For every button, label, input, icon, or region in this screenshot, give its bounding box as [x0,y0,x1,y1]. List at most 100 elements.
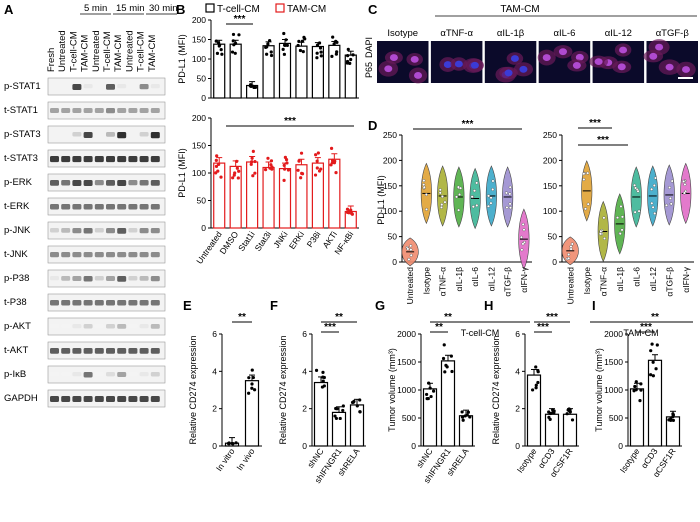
y-axis-label: Relative CD274 expression [278,335,288,444]
data-point [315,166,319,170]
data-point [653,211,657,215]
data-point [298,48,303,53]
blot-band [72,84,82,90]
blot-band [83,300,93,306]
cell-nucleus [443,61,452,68]
data-point [269,53,274,58]
blot-band [106,228,115,234]
blot-band [72,348,82,354]
data-point [251,174,255,178]
data-point [282,31,286,36]
data-point [315,159,319,163]
bar [262,45,275,99]
data-point [669,202,673,206]
blot-band [128,204,138,210]
bar [544,413,560,447]
bar [349,404,365,447]
data-point [333,414,337,418]
data-point [504,191,508,195]
data-point [619,204,623,208]
cell-nucleus [410,55,419,63]
blot-band [61,348,71,354]
data-point [266,156,270,160]
data-point [234,441,238,445]
data-point [358,410,362,414]
cell-nucleus [655,43,664,51]
category-label: Untreated [405,267,415,305]
blot-band [128,228,138,233]
data-point [266,42,270,46]
blot-band [139,108,149,113]
data-point [463,414,467,418]
data-point [334,416,339,421]
blot-band [83,228,93,234]
y-axis-label: Tumor volume (mm³) [594,348,604,432]
bar [328,44,341,99]
column-label: αIL-1β [497,28,525,39]
y-tick-label: 200 [192,113,206,123]
blot-band [106,252,115,258]
lane-label: Fresh [46,48,57,72]
cell-nucleus [617,63,626,71]
blot-band [61,228,71,233]
significance-label: *** [462,119,474,130]
data-point [438,191,442,195]
panel-label-e: E [183,298,192,313]
blot-band [106,396,115,402]
data-point [301,50,305,54]
data-point [282,43,287,47]
y-tick-label: 0 [302,441,307,451]
category-label: JNKi [271,229,290,250]
data-point [409,248,413,252]
significance-label: *** [537,322,549,333]
data-point [669,417,673,421]
blot-band [150,228,160,234]
blot-band [139,180,149,186]
data-point [567,256,571,260]
cell-nucleus [470,61,479,69]
data-point [335,40,339,44]
lane-label: T-cell-CM [68,31,79,72]
data-point [536,380,540,385]
data-point [232,173,236,177]
lane-label: Untreated [57,30,68,72]
data-point [534,386,538,390]
data-point [347,211,351,215]
data-point [470,195,474,199]
data-point [268,38,272,43]
bar [458,415,474,447]
data-point [475,203,479,207]
y-tick-label: 1000 [604,385,623,395]
data-point [300,39,305,43]
blot-band [50,156,59,163]
data-point [450,369,454,374]
blot-band [72,276,82,281]
blot-band [50,300,59,306]
data-point [317,41,322,45]
panel-label-f: F [270,298,278,313]
data-point [682,191,686,195]
category-label: αIFN-γ [519,266,529,292]
blot-band [61,372,71,377]
blot-band [128,252,138,258]
data-point [458,193,462,197]
category-label: ERKi [287,229,306,251]
data-point [522,228,526,232]
significance-label: *** [597,135,609,146]
data-point [671,418,675,422]
blot-band [150,372,160,377]
blot-band [106,156,115,163]
category-label: αIL-6 [631,267,641,287]
data-point [269,163,273,167]
data-point [683,182,687,186]
blot-band [139,396,149,402]
y-tick-label: 4 [515,366,520,376]
y-tick-label: 2 [515,404,520,414]
y-tick-label: 2000 [604,329,623,339]
data-point [250,382,254,386]
data-point [636,189,640,193]
data-point [335,50,339,54]
lane-label: Untreated [124,30,135,72]
stain-label-p65: P65 [364,62,374,78]
